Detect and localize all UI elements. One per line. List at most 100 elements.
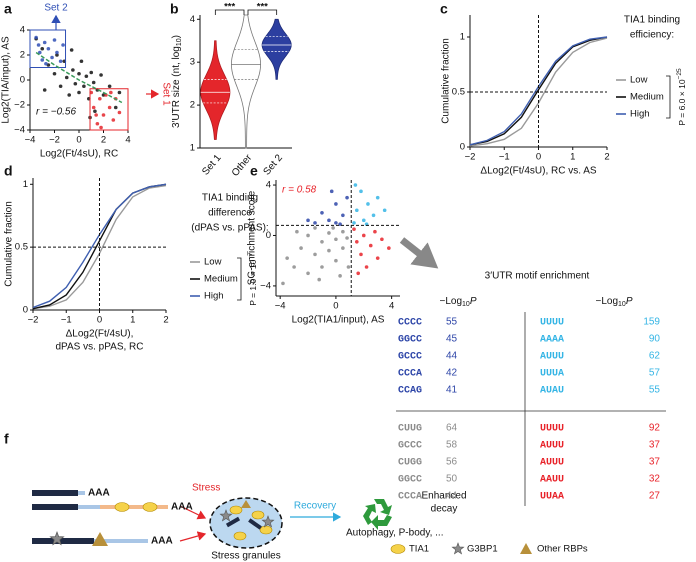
motif: AUUU [540, 352, 564, 363]
point [355, 208, 359, 213]
score: 57 [649, 368, 661, 379]
point [91, 105, 96, 110]
y-tick-label: 1 [460, 32, 465, 43]
score: 44 [446, 491, 458, 502]
point [292, 265, 296, 269]
p-bracket [666, 75, 671, 119]
point [89, 70, 94, 75]
significance-bracket [247, 9, 278, 15]
legend-tia1 [390, 544, 406, 554]
point [84, 74, 89, 79]
text-part: P [626, 296, 633, 307]
point [359, 252, 363, 257]
score: 55 [649, 385, 661, 396]
point [61, 43, 65, 47]
point [42, 88, 47, 92]
p-bracket [237, 257, 242, 301]
motif: UUUU [540, 424, 564, 435]
x-axis-label: dPAS vs. pPAS, RC [56, 342, 144, 353]
text-part: P = 6.0 × 10 [677, 79, 687, 125]
legend-title: (dPAS vs. pPAS): [191, 223, 268, 234]
point [338, 222, 342, 226]
point [352, 227, 356, 231]
point [101, 113, 106, 117]
correlation-label: r = −0.56 [36, 107, 76, 118]
legend-title: efficiency: [630, 30, 674, 41]
point [331, 226, 335, 230]
recovery-label: Recovery [294, 501, 336, 512]
y-axis-label: Log2(TIA/input), AS [1, 36, 12, 124]
motif: CCCA [398, 369, 422, 380]
text-part: −25 [676, 68, 683, 79]
set-label: Set 2 [44, 3, 68, 14]
y-axis-label: Cumulative fraction [4, 201, 15, 287]
score: 37 [649, 440, 661, 451]
motif: AAAA [540, 335, 564, 346]
point [117, 110, 122, 115]
y-tick-label: 1 [23, 179, 28, 190]
motif: AUUU [540, 441, 564, 452]
tia1 [114, 502, 130, 512]
y-tick-label: 2 [190, 100, 195, 111]
motif: GCCC [398, 441, 422, 452]
y-tick-label: 0 [20, 75, 25, 86]
violin [261, 18, 292, 80]
score: 90 [649, 334, 661, 345]
panel-label: f [4, 431, 9, 447]
point [327, 231, 331, 235]
fit-line [35, 51, 123, 104]
x-tick-label: Set 2 [262, 152, 286, 177]
panel-label: e [250, 163, 258, 179]
point [285, 256, 289, 260]
point [107, 105, 112, 110]
point [375, 256, 380, 260]
y-tick-label: 2 [20, 50, 25, 61]
point [313, 252, 317, 257]
y-tick-label: 4 [190, 14, 195, 25]
correlation-label: r = 0.58 [282, 185, 317, 196]
motif: UUUU [540, 318, 564, 329]
rbp [241, 500, 251, 508]
legend-g3bp1 [451, 542, 465, 555]
point [334, 237, 338, 242]
x-tick-label: −1 [499, 152, 510, 163]
point [366, 202, 370, 206]
x-tick-label: −4 [25, 135, 36, 146]
point [52, 38, 57, 42]
text-part: 3′UTR size (nt, log [171, 46, 182, 128]
point [50, 55, 54, 60]
y-tick-label: 0 [23, 305, 28, 316]
x-tick-label: 2 [604, 152, 609, 163]
score: 56 [446, 457, 458, 468]
legend-title: TIA1 binding [624, 15, 680, 26]
point [99, 73, 103, 77]
point [373, 229, 377, 234]
point [341, 213, 345, 218]
text-part: 10 [618, 301, 626, 308]
point [387, 246, 391, 250]
legend-label: Medium [204, 274, 238, 285]
motif: UUAA [540, 492, 564, 503]
y-tick-label: 0 [460, 142, 465, 153]
point [334, 258, 338, 263]
text-part: ) [171, 35, 182, 38]
text-part: −Log [596, 296, 619, 307]
x-axis-label: ΔLog2(Ft/4sU), RC vs. AS [480, 166, 596, 177]
y-axis-label: Cumulative fraction [441, 38, 452, 124]
granules-label: Stress granules [211, 551, 280, 562]
rbp [92, 532, 108, 546]
point [352, 221, 356, 225]
motif: UUUA [540, 369, 564, 380]
x-tick-label: −2 [28, 315, 39, 326]
point [69, 48, 74, 52]
cds [32, 490, 78, 496]
point [46, 46, 51, 51]
panel-label: b [170, 1, 179, 17]
outcome-label: decay [431, 504, 458, 515]
x-tick-label: 0 [536, 152, 541, 163]
point [327, 218, 331, 223]
point [320, 265, 324, 269]
x-axis-label: Log2(TIA1/input), AS [292, 315, 385, 326]
score: 159 [643, 317, 660, 328]
